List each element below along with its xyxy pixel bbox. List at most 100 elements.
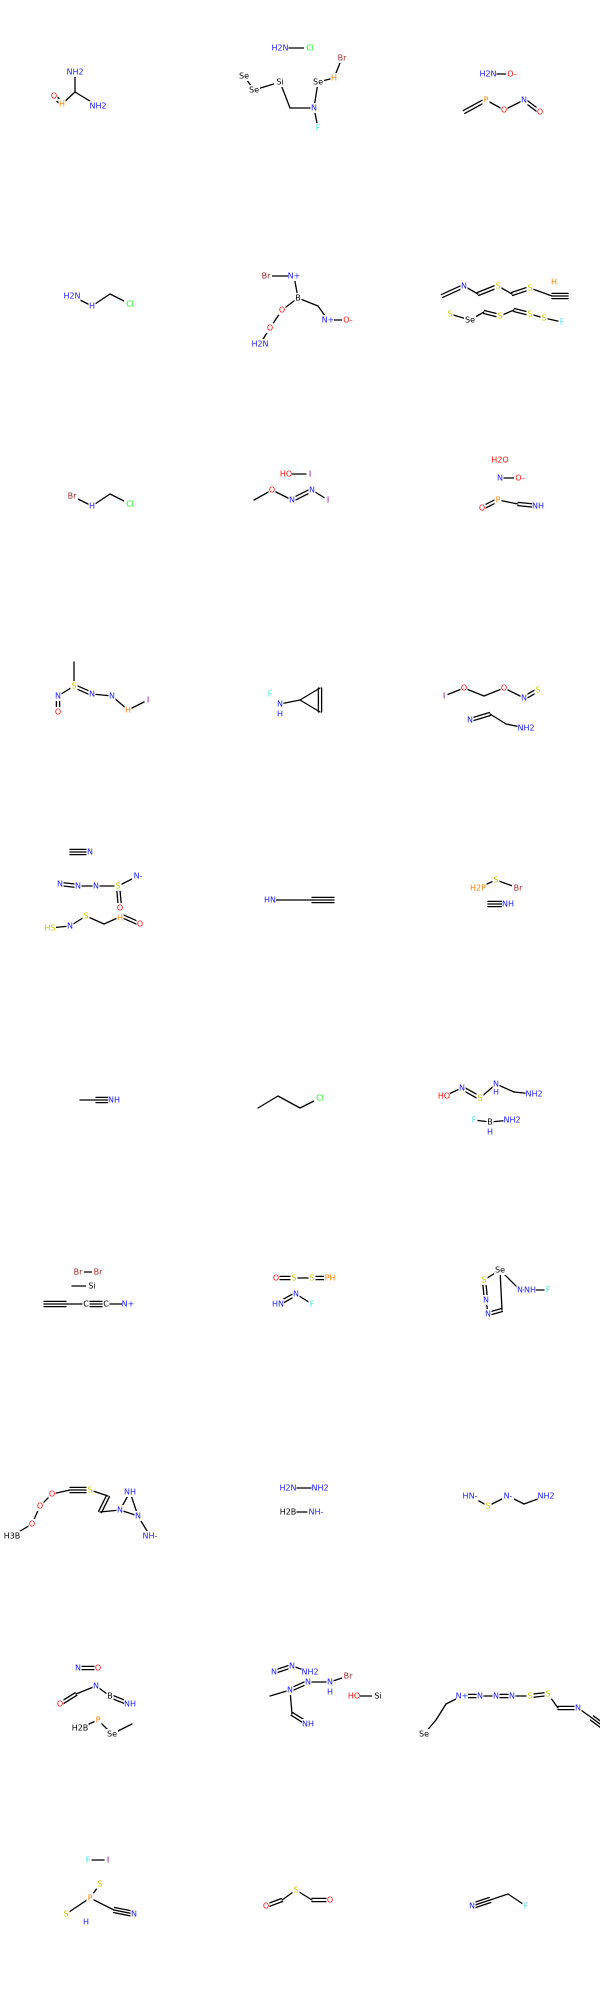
atom-label: S xyxy=(447,310,452,319)
atom-label: B xyxy=(295,294,301,303)
atom-label: S xyxy=(495,282,500,291)
atom-label: S xyxy=(493,876,498,885)
atom-label: O xyxy=(95,1664,101,1673)
atom-label: N xyxy=(493,1080,499,1089)
atom-label: NH2 xyxy=(525,1090,542,1099)
atom-label: NH2 xyxy=(311,1484,328,1493)
atom-label: N xyxy=(67,922,73,931)
atom-label: C xyxy=(103,1300,109,1309)
atom-label: N xyxy=(485,1310,491,1319)
atom-label: S xyxy=(527,1692,532,1701)
atom-label: N xyxy=(277,700,283,709)
molecule-8: HO IONNI xyxy=(254,469,332,505)
atom-label: Br xyxy=(514,884,523,893)
atom-label: P xyxy=(88,1894,93,1903)
molecule-4: H2N H Cl xyxy=(63,291,136,311)
atom-label: S xyxy=(97,1880,102,1889)
atom-label: Cl xyxy=(126,500,134,509)
atom-label: NH- xyxy=(309,1508,324,1517)
atom-label: PH xyxy=(325,1274,336,1283)
molecule-21: SeSNNN NH F xyxy=(481,1265,552,1319)
bond-line xyxy=(436,1704,446,1720)
atom-label: O xyxy=(537,108,543,117)
bond-line xyxy=(300,700,320,712)
atom-label: S xyxy=(535,686,540,695)
atom-label: NH2 xyxy=(503,1116,520,1125)
atom-label: I xyxy=(327,496,329,505)
atom-label: Se xyxy=(495,1266,505,1275)
atom-label: N xyxy=(575,1704,581,1713)
atom-label: Se xyxy=(465,316,475,325)
atom-label: O xyxy=(51,92,57,101)
atom-label: NH xyxy=(124,1700,136,1709)
atom-label: C xyxy=(83,1300,89,1309)
bond-line xyxy=(300,688,320,700)
atom-label: S xyxy=(63,1910,68,1919)
atom-label: F xyxy=(310,1300,315,1309)
atom-label: H xyxy=(89,502,95,511)
atom-label: HN xyxy=(272,1300,284,1309)
atom-label: N xyxy=(309,486,315,495)
atom-label: H2N xyxy=(479,70,496,79)
atom-label: N xyxy=(57,880,63,889)
atom-label: N xyxy=(293,1290,299,1299)
atom-label: Se xyxy=(419,1730,429,1739)
atom-label: H xyxy=(125,706,131,715)
atom-label: S xyxy=(83,912,88,921)
atom-label: F xyxy=(86,1856,91,1865)
atom-label: N xyxy=(75,882,81,891)
molecule-9: H2ON O-OPNH xyxy=(479,455,545,513)
atom-label: O- xyxy=(507,70,517,79)
atom-label: P xyxy=(96,1716,101,1725)
atom-label: F xyxy=(268,690,273,699)
atom-label: N xyxy=(477,1692,483,1701)
atom-label: O xyxy=(263,1902,269,1911)
atom-label: H2N xyxy=(251,340,268,349)
atom-label: HN- xyxy=(463,1492,478,1501)
atom-label: I xyxy=(107,1856,109,1865)
atom-label: H2N xyxy=(279,1484,296,1493)
molecule-3: H2N O-PONO xyxy=(463,69,543,117)
atom-label: I xyxy=(309,470,311,479)
atom-label: O xyxy=(501,106,507,115)
atom-label: N xyxy=(131,1910,137,1919)
atom-label: S xyxy=(477,1094,482,1103)
atom-label: N xyxy=(459,1084,465,1093)
molecule-25: N OONBNHH2BPSe xyxy=(57,1663,137,1739)
atom-label: Br xyxy=(68,492,77,501)
atom-label: F xyxy=(546,1286,551,1295)
atom-label: O xyxy=(37,1502,43,1511)
atom-label: O xyxy=(327,1896,333,1905)
atom-label: H xyxy=(117,914,123,923)
atom-label: O xyxy=(49,1490,55,1499)
atom-label: S xyxy=(481,1276,486,1285)
molecule-24: HN-SN- NH2 xyxy=(462,1491,555,1511)
bond-line xyxy=(99,1495,107,1511)
atom-label: N xyxy=(327,1678,333,1687)
atom-label: N+ xyxy=(456,1692,469,1701)
atom-label: O xyxy=(117,904,123,913)
molecule-12: IO ONSNNH2 xyxy=(441,683,542,733)
atom-label: F xyxy=(472,1116,477,1125)
atom-label: O xyxy=(267,324,273,333)
atom-label: S xyxy=(497,312,502,321)
bond-line xyxy=(258,1096,278,1108)
atom-label: Si xyxy=(88,1282,95,1291)
molecule-26: NNNH2NN NBrH HO SiNH xyxy=(270,1661,384,1729)
atom-label: H xyxy=(551,278,557,287)
atom-label: F xyxy=(524,1902,529,1911)
atom-label: NH2 xyxy=(517,724,534,733)
atom-label: I xyxy=(147,696,149,705)
molecule-14: HN xyxy=(264,895,334,905)
atom-label: H xyxy=(83,1918,89,1927)
atom-label: S xyxy=(527,310,532,319)
molecule-7: Br H Cl xyxy=(66,491,136,511)
atom-label: S xyxy=(87,1486,92,1495)
atom-label: Br xyxy=(262,272,271,281)
molecule-15: H2PSBrNH xyxy=(470,875,525,909)
atom-label: O xyxy=(479,504,485,513)
atom-label: H xyxy=(89,302,95,311)
atom-label: Br xyxy=(94,1268,103,1277)
atom-label: N xyxy=(93,1682,99,1691)
